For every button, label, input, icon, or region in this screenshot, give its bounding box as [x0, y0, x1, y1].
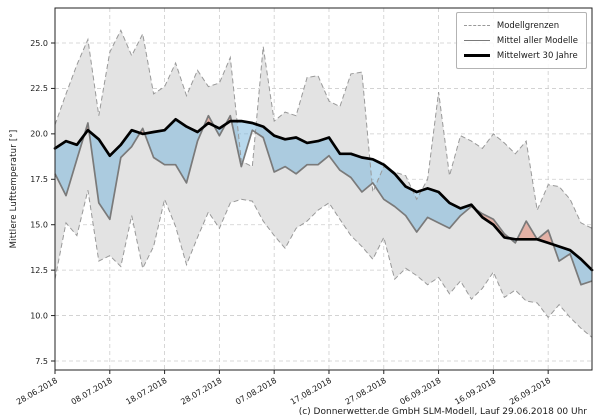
y-tick-label: 15.0 [30, 221, 48, 230]
black-line-sample-icon [463, 54, 490, 57]
y-tick-label: 20.0 [30, 130, 48, 139]
x-tick-label: 07.08.2018 [234, 376, 278, 407]
y-axis-title: Mittlere Lufttemperatur [°] [9, 129, 19, 249]
x-tick-label: 18.07.2018 [124, 376, 168, 407]
x-tick-label: 08.07.2018 [70, 376, 114, 407]
below-normal-anomaly-area [89, 130, 140, 220]
legend: Modellgrenzen Mittel aller Modelle Mitte… [455, 12, 587, 69]
y-tick-label: 10.0 [30, 311, 48, 320]
legend-item-mittelwert-30-jahre: Mittelwert 30 Jahre [463, 48, 578, 63]
x-tick-label: 16.09.2018 [453, 376, 497, 407]
legend-item-mittel-aller-modelle: Mittel aller Modelle [463, 33, 578, 48]
y-tick-label: 22.5 [30, 84, 48, 93]
gray-line-sample-icon [463, 39, 490, 42]
x-tick-label: 27.08.2018 [344, 376, 388, 407]
legend-label: Mittel aller Modelle [496, 35, 578, 46]
legend-label: Modellgrenzen [496, 20, 560, 31]
copyright-caption: (c) Donnerwetter.de GmbH SLM-Modell, Lau… [298, 407, 587, 417]
x-tick-label: 26.09.2018 [508, 376, 552, 407]
x-tick-label: 17.08.2018 [289, 376, 333, 407]
model-range-band-area [55, 30, 592, 338]
below-normal-anomaly-area [55, 135, 85, 196]
below-normal-anomaly-area [231, 121, 476, 232]
legend-item-modellgrenzen: Modellgrenzen [463, 18, 578, 33]
x-tick-label: 28.06.2018 [15, 376, 59, 407]
climate-mean-line [53, 117, 594, 272]
y-tick-label: 17.5 [30, 175, 48, 184]
dashed-line-sample-icon [463, 25, 490, 26]
plot-frame [54, 7, 593, 371]
x-tick-label: 28.07.2018 [179, 376, 223, 407]
y-tick-label: 12.5 [30, 266, 48, 275]
below-normal-anomaly-area [553, 244, 592, 285]
x-tick-label: 06.09.2018 [398, 376, 442, 407]
legend-label: Mittelwert 30 Jahre [496, 50, 578, 61]
y-tick-label: 7.5 [35, 357, 48, 366]
y-tick-label: 25.0 [30, 39, 48, 48]
below-normal-anomaly-area [144, 119, 204, 183]
model-min-line [54, 190, 593, 338]
